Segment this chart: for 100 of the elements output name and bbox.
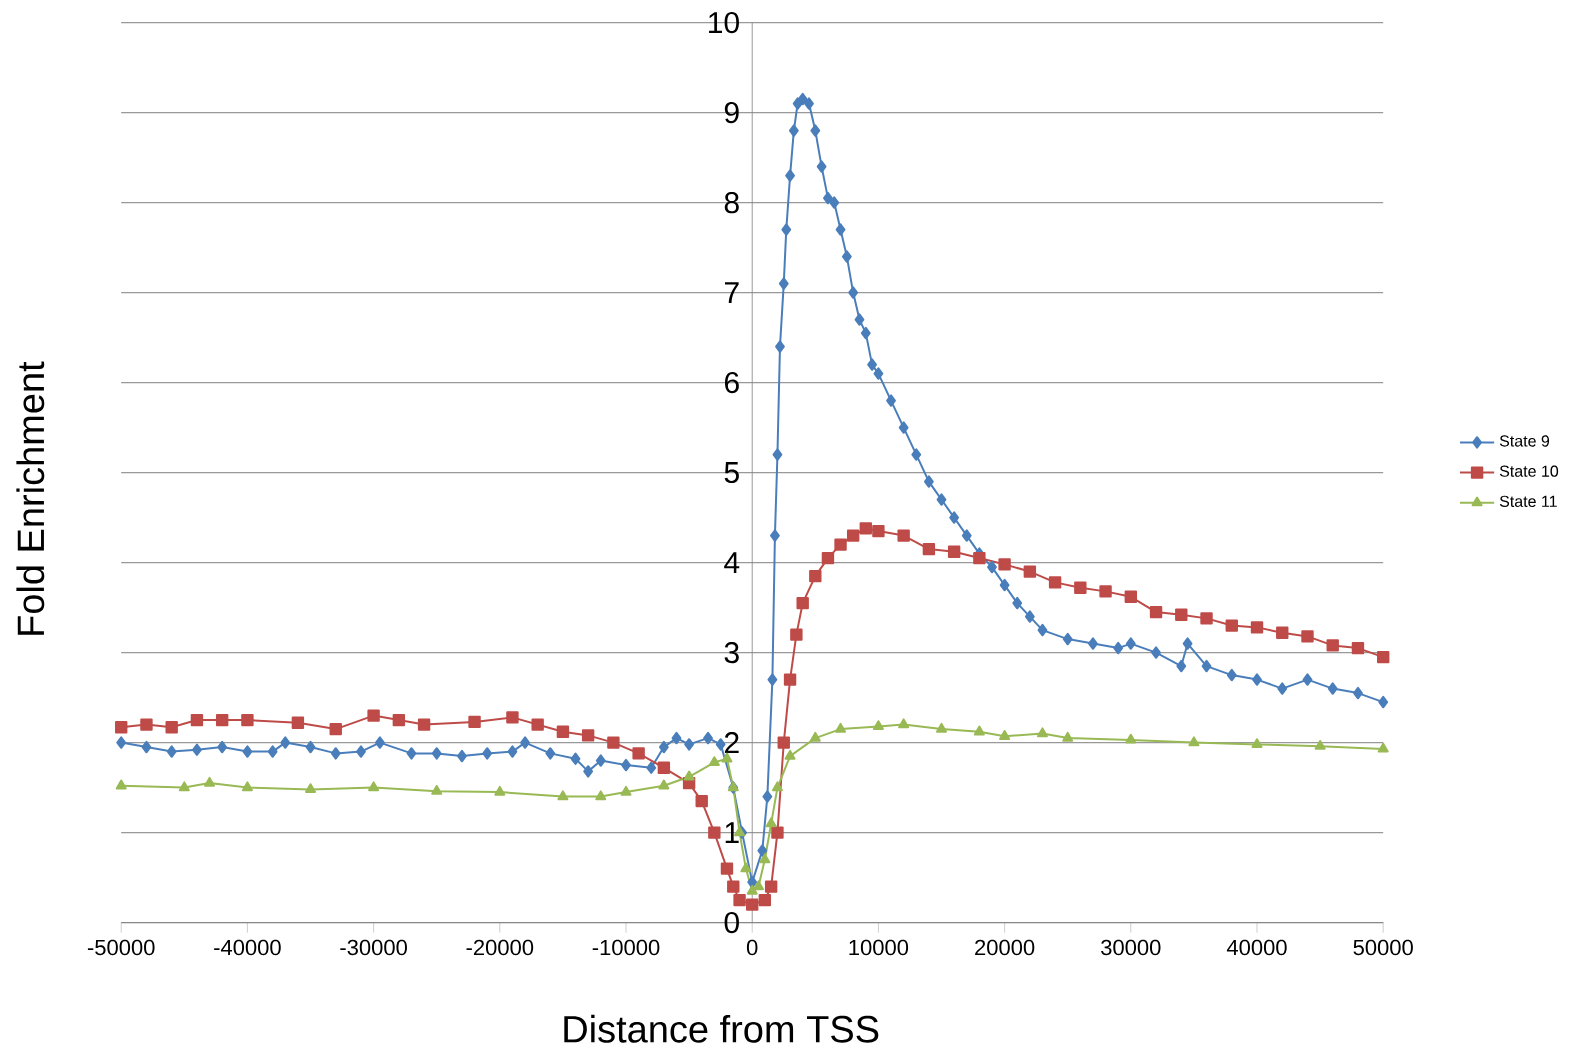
x-tick-label: 20000 [975,939,1035,956]
point [922,542,936,556]
point [1276,626,1289,639]
point [392,713,406,727]
x-tick-label: 30000 [1101,939,1161,956]
point [531,718,544,731]
point [783,673,797,686]
point [809,731,821,742]
point [1149,605,1163,619]
point [708,826,721,839]
point [753,880,765,891]
legend-label: State 9 [1499,435,1550,447]
point [140,718,153,731]
point [1023,565,1037,578]
point [765,817,777,828]
point [1377,650,1390,664]
point [1314,739,1326,750]
point [1326,639,1339,652]
legend-label: State 10 [1499,465,1559,477]
point [1048,576,1062,589]
point [1099,585,1112,598]
point [897,529,910,542]
point [683,770,695,781]
y-tick-label: 6 [724,371,739,394]
point [771,781,783,792]
point [657,761,671,774]
point [846,529,860,542]
point [859,522,872,535]
point [973,725,985,736]
point [746,898,759,911]
point [758,893,772,907]
y-tick-label: 3 [724,641,739,664]
point [764,880,778,893]
point [431,784,443,795]
point [999,730,1011,740]
point [1251,738,1263,748]
point [835,722,847,733]
point [190,713,204,727]
point [872,720,884,730]
point [291,716,305,729]
y-tick-label: 8 [724,191,739,214]
x-axis-title: Distance from TSS [564,1014,879,1043]
x-tick-label: -40000 [214,939,281,956]
y-tick-label: 4 [724,552,740,573]
point [204,776,216,787]
point [1036,727,1048,738]
y-tick-label: 5 [724,462,739,484]
point [1188,736,1200,747]
y-tick-label: 1 [725,822,739,843]
point [556,725,570,738]
point [771,826,784,839]
point [607,736,620,749]
point [632,747,645,760]
point [834,538,847,551]
point [468,715,481,729]
point [241,781,253,792]
x-tick-label: -20000 [466,939,534,956]
point [998,558,1011,571]
point [215,713,229,727]
point [1351,641,1365,655]
y-tick-label: 0 [724,911,739,934]
point [1250,621,1264,634]
y-axis-title: Fold Enrichment [16,361,45,635]
x-tick-label: 10000 [849,939,909,956]
point [947,545,961,558]
point [746,884,758,895]
point [329,722,342,736]
point [1377,742,1389,753]
y-tick-label: 2 [724,732,739,754]
point [368,781,380,792]
point [821,551,835,565]
legend-label: State 11 [1499,495,1557,507]
point [1125,733,1137,744]
point [506,711,519,724]
point [1124,590,1138,603]
y-tick-label: 10 [709,11,739,34]
point [1062,731,1074,742]
point [115,721,128,734]
x-tick-label: 0 [746,939,758,956]
point [733,893,746,907]
point [784,749,796,760]
point [973,551,986,565]
point [494,785,506,796]
point [1175,608,1188,621]
point [720,862,734,875]
point [178,781,190,792]
y-tick-label: 9 [724,101,739,124]
point [367,709,380,722]
point [872,524,885,538]
point [796,596,809,610]
point [790,628,803,641]
point [777,736,790,749]
x-tick-label: 50000 [1353,939,1413,956]
point [1301,630,1314,643]
point [620,785,632,796]
point [1200,612,1213,625]
point [740,862,752,873]
point [1225,619,1238,632]
point [658,779,670,790]
y-tick-label: 7 [724,282,739,303]
